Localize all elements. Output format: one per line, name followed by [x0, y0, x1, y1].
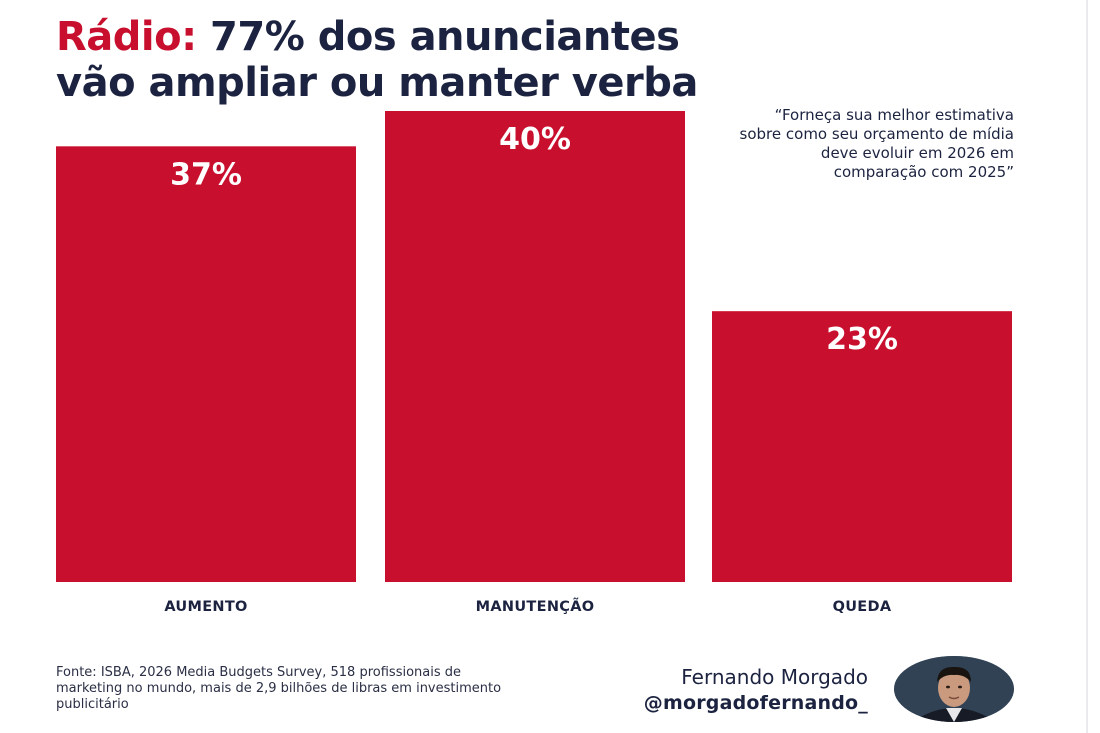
title-highlight: Rádio: — [56, 14, 197, 60]
title-rest-line-1: 77% dos anunciantes — [196, 14, 680, 60]
source-note: Fonte: ISBA, 2026 Media Budgets Survey, … — [56, 665, 502, 712]
title-line-2: vão ampliar ou manter verba — [56, 60, 698, 106]
bar-value-label: 37% — [170, 157, 242, 192]
avatar — [894, 656, 1014, 722]
survey-question-quote: “Forneça sua melhor estimativa sobre com… — [739, 106, 1014, 181]
bar-manutenção — [385, 111, 685, 582]
category-label: QUEDA — [833, 599, 892, 615]
category-label: MANUTENÇÃO — [476, 598, 595, 615]
avatar-photo — [894, 656, 1014, 722]
bar-aumento — [56, 146, 356, 582]
page-edge-divider — [1086, 0, 1088, 733]
bar-value-label: 40% — [499, 122, 571, 157]
author-name: Fernando Morgado — [681, 665, 868, 689]
author-handle[interactable]: @morgadofernando_ — [643, 692, 868, 714]
bar-value-label: 23% — [826, 322, 898, 357]
category-label: AUMENTO — [164, 599, 247, 615]
title-line-1: Rádio: 77% dos anunciantes — [56, 14, 698, 60]
author-block: Fernando Morgado @morgadofernando_ — [540, 664, 868, 716]
page-title: Rádio: 77% dos anunciantes vão ampliar o… — [56, 14, 698, 106]
bar-queda — [712, 311, 1012, 582]
